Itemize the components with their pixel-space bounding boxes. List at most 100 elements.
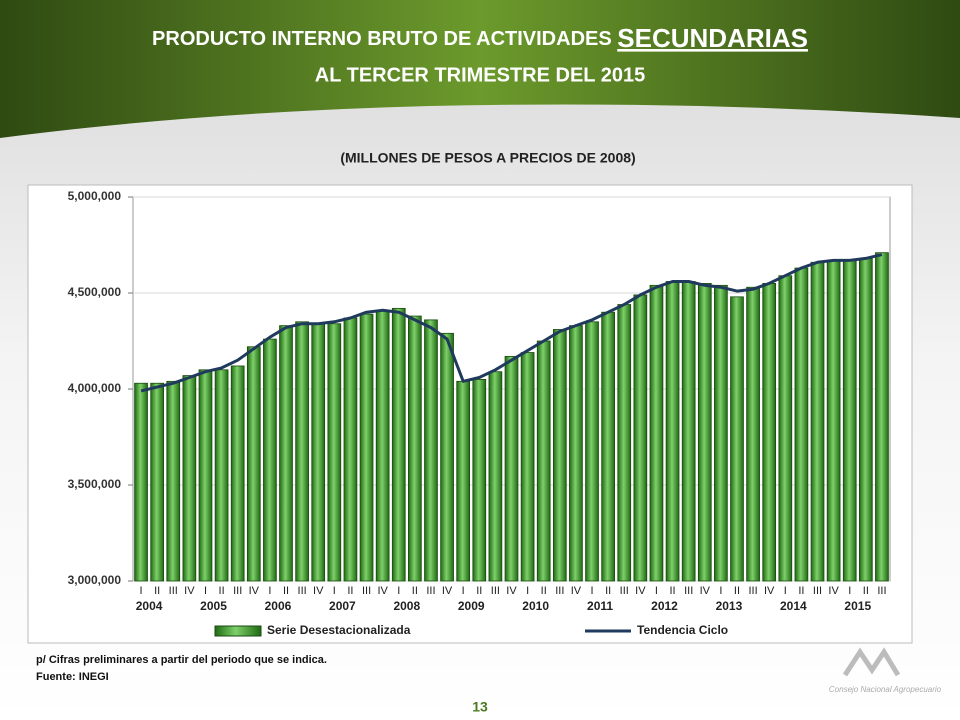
bar: [810, 261, 825, 582]
x-tick-label: IV: [506, 585, 517, 597]
x-tick-label: I: [655, 585, 658, 597]
bar: [408, 315, 422, 582]
x-tick-label: III: [749, 585, 758, 597]
bar: [198, 369, 213, 582]
title-line2: AL TERCER TRIMESTRE DEL 2015: [315, 64, 645, 86]
year-label: 2005: [200, 599, 227, 613]
y-tick-label: 3,500,000: [68, 477, 122, 491]
x-tick-label: I: [591, 585, 594, 597]
bar: [665, 281, 680, 582]
bar: [601, 311, 615, 582]
x-tick-label: I: [526, 585, 529, 597]
bar: [569, 325, 583, 582]
x-tick-label: III: [555, 585, 564, 597]
x-tick-label: IV: [313, 585, 324, 597]
title-text: PRODUCTO INTERNO BRUTO DE ACTIVIDADES: [152, 28, 612, 50]
bar: [778, 275, 793, 582]
bar: [842, 259, 857, 582]
bar: [456, 380, 471, 582]
bar: [375, 309, 390, 582]
x-tick-label: IV: [184, 585, 195, 597]
year-label: 2011: [587, 599, 613, 613]
x-tick-label: I: [397, 585, 400, 597]
bar: [311, 323, 326, 582]
x-tick-label: III: [426, 585, 435, 597]
bar: [295, 321, 309, 582]
x-tick-label: II: [541, 585, 547, 597]
bar: [230, 365, 245, 582]
x-tick-label: I: [268, 585, 271, 597]
x-tick-label: II: [734, 585, 740, 597]
plot: 3,000,000 3,500,000 4,000,000 4,500,000 5,00…: [68, 189, 890, 637]
bar: [166, 380, 181, 582]
bar: [730, 296, 744, 582]
subtitle: (MILLONES DE PESOS A PRECIOS DE 2008): [340, 150, 635, 166]
banner: [0, 0, 960, 138]
x-tick-label: I: [333, 585, 336, 597]
x-tick-label: II: [476, 585, 482, 597]
bar: [536, 340, 551, 582]
logo-mark: [842, 647, 901, 677]
bar: [746, 286, 760, 582]
x-tick-label: IV: [442, 585, 453, 597]
x-tick-label: I: [848, 585, 851, 597]
bar: [488, 371, 503, 582]
x-tick-label: II: [670, 585, 676, 597]
x-tick-label: II: [347, 585, 353, 597]
legend-label: Serie Desestacionalizada: [267, 623, 411, 637]
legend-swatch: [214, 625, 262, 637]
x-tick-label: III: [620, 585, 629, 597]
bar: [440, 332, 454, 582]
bar: [182, 375, 197, 582]
y-tick-label: 3,000,000: [68, 573, 122, 587]
x-tick-label: II: [798, 585, 804, 597]
bar: [552, 329, 567, 582]
bar: [697, 282, 712, 582]
bar: [585, 321, 599, 582]
year-label: 2014: [780, 599, 807, 613]
bar: [826, 259, 841, 582]
x-tick-label: III: [298, 585, 307, 597]
year-label: 2006: [265, 599, 292, 613]
year-label: 2009: [458, 599, 485, 613]
x-tick-label: II: [412, 585, 418, 597]
x-tick-label: III: [362, 585, 371, 597]
y-tick-label: 4,000,000: [68, 381, 122, 395]
x-tick-label: IV: [571, 585, 582, 597]
bar: [391, 307, 406, 582]
x-tick-label: I: [719, 585, 722, 597]
x-tick-label: II: [605, 585, 611, 597]
bar: [214, 369, 229, 582]
bar: [520, 352, 535, 582]
bar: [246, 346, 261, 582]
x-tick-label: I: [462, 585, 465, 597]
bar: [714, 284, 728, 582]
x-tick-label: IV: [635, 585, 646, 597]
y-tick-label: 4,500,000: [68, 285, 122, 299]
bar: [472, 378, 487, 582]
x-tick-label: II: [283, 585, 289, 597]
year-label: 2008: [393, 599, 420, 613]
year-label: 2013: [716, 599, 743, 613]
bar: [279, 325, 293, 582]
bar: [794, 267, 809, 582]
bar: [424, 319, 438, 582]
bar: [649, 284, 664, 582]
y-tick-label: 5,000,000: [68, 189, 122, 203]
logo-text: Consejo Nacional Agropecuario: [829, 685, 942, 694]
year-label: 2015: [844, 599, 871, 613]
x-tick-label: III: [233, 585, 242, 597]
bar: [875, 252, 889, 582]
x-tick-label: III: [877, 585, 886, 597]
source: Fuente: INEGI: [36, 671, 109, 683]
bar: [681, 281, 696, 582]
x-tick-label: IV: [377, 585, 388, 597]
year-label: 2007: [329, 599, 356, 613]
x-tick-label: I: [140, 585, 143, 597]
bar: [134, 382, 148, 582]
x-tick-label: III: [813, 585, 822, 597]
x-tick-label: IV: [828, 585, 839, 597]
title-emphasis: SECUNDARIAS: [617, 23, 808, 53]
x-tick-label: II: [863, 585, 869, 597]
bar: [617, 304, 632, 582]
